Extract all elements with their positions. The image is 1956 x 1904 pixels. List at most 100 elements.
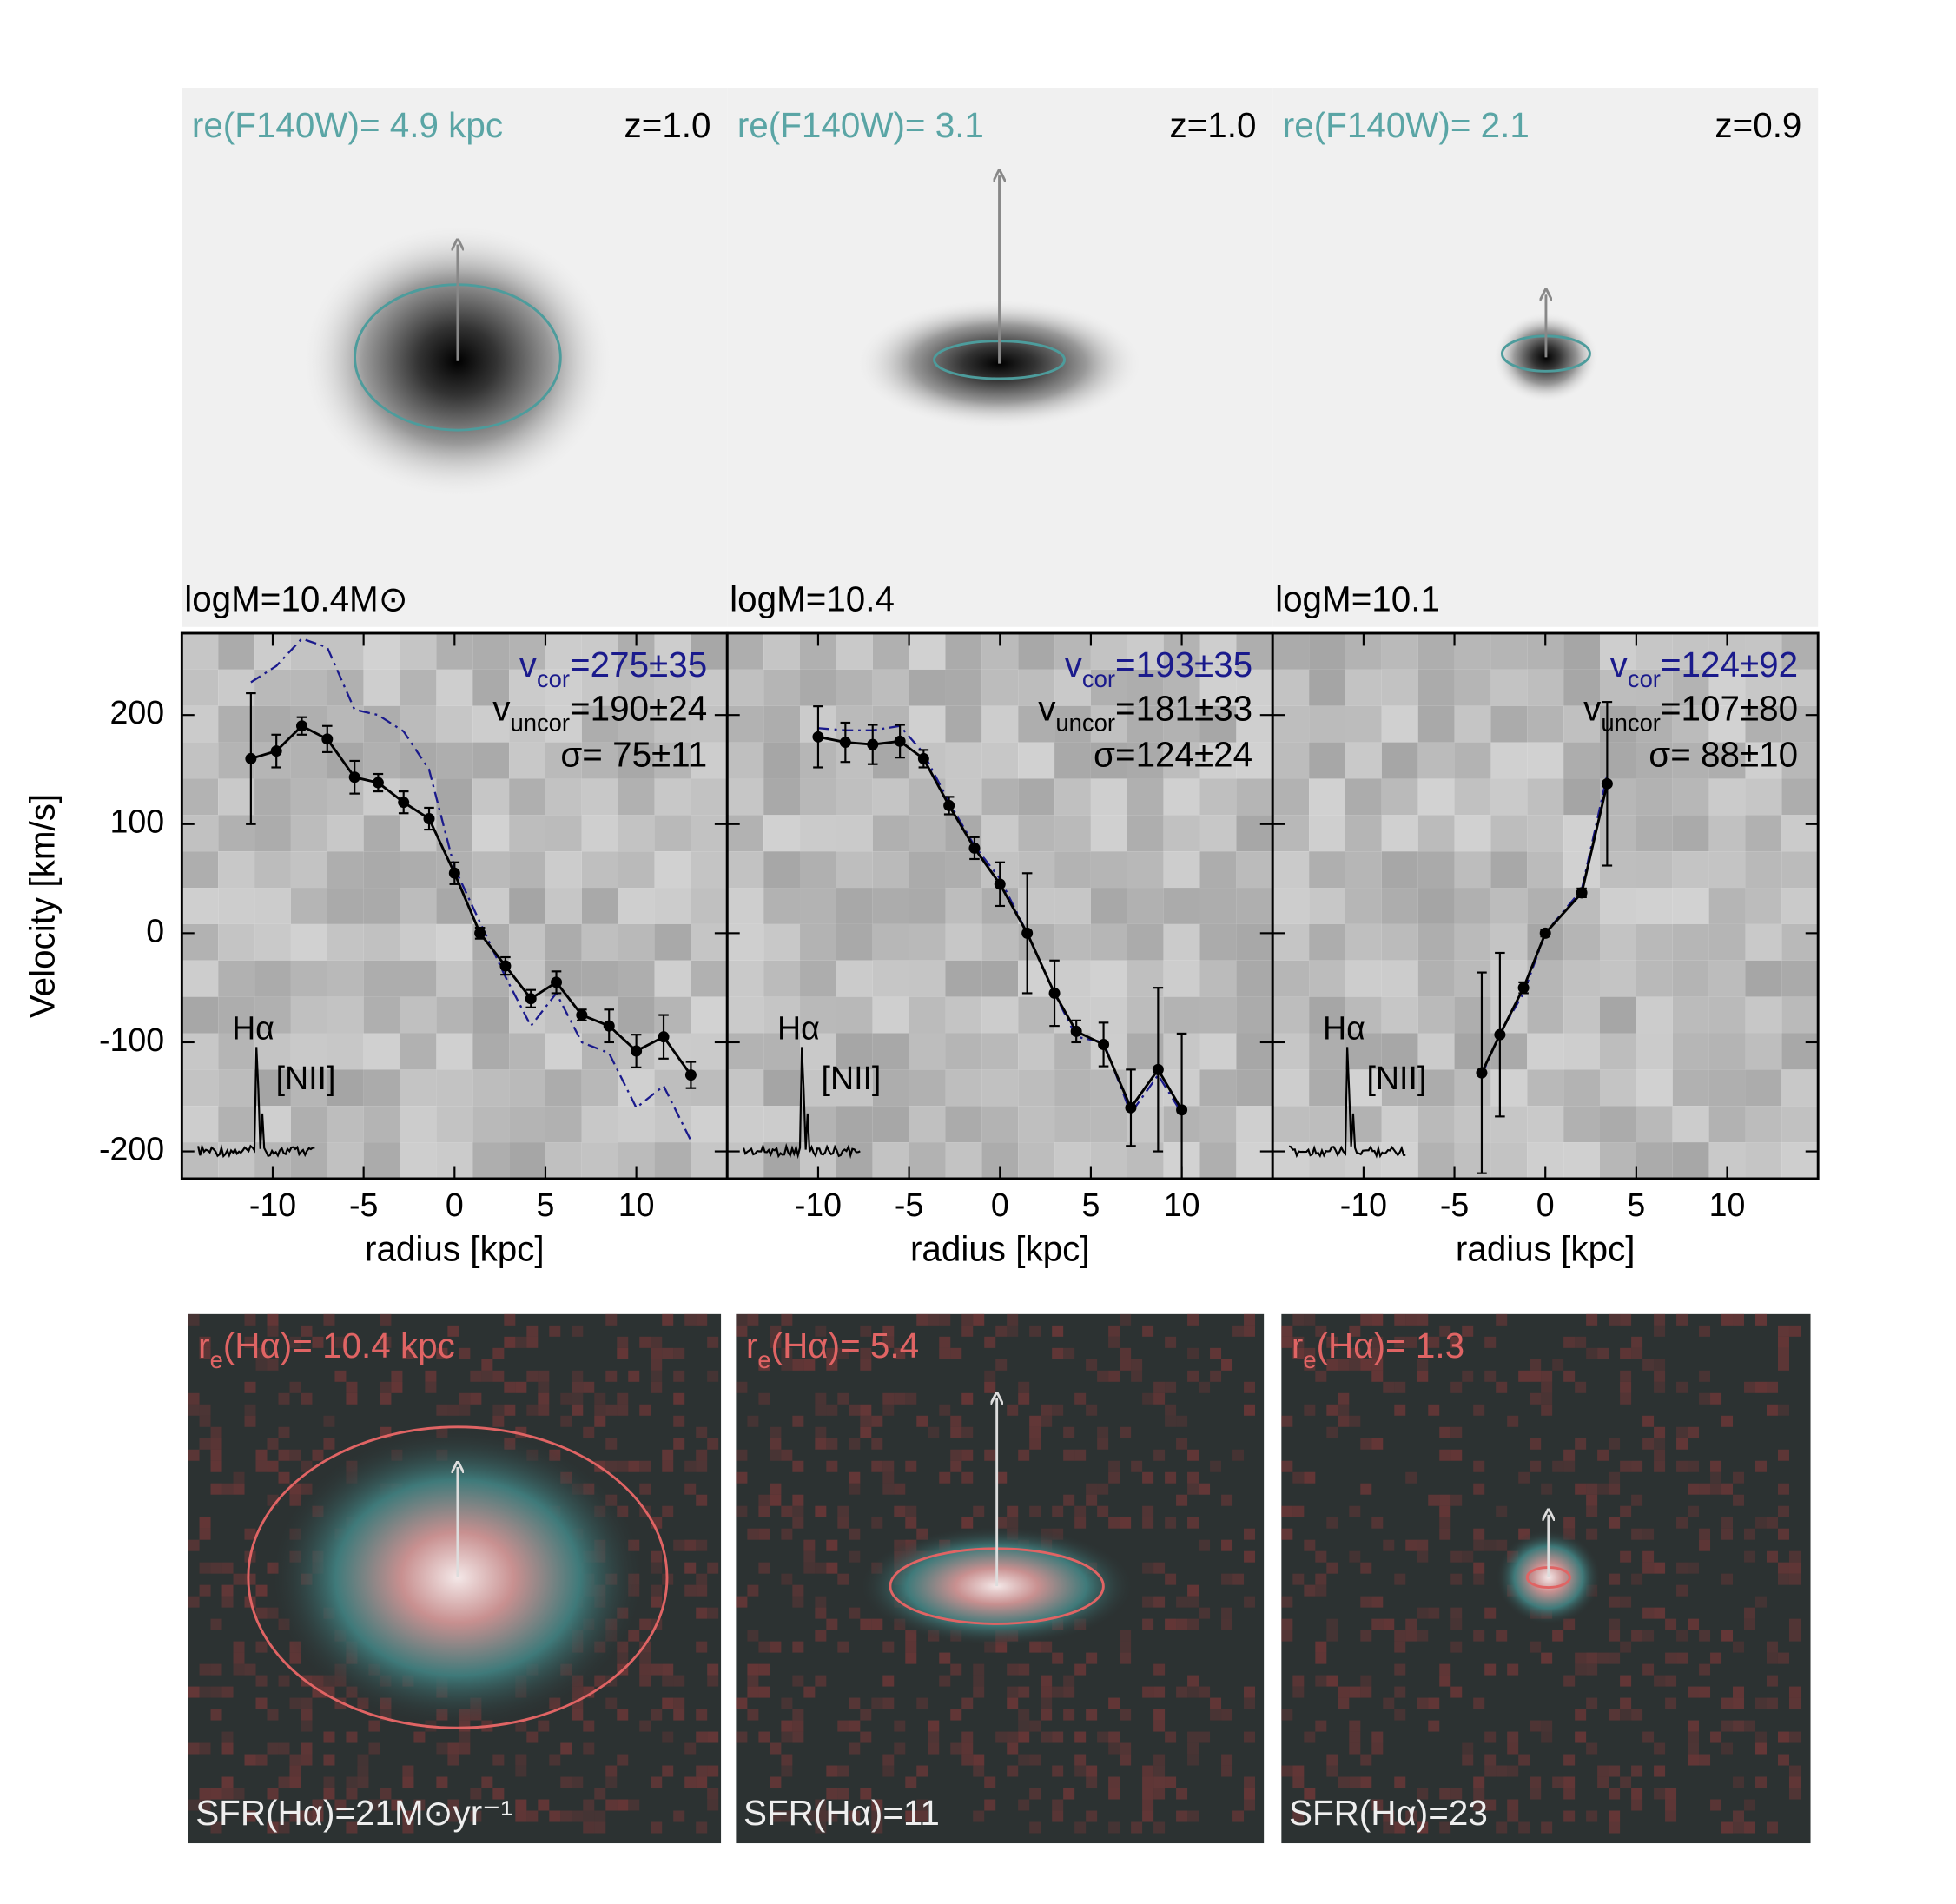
speckle [1654,1742,1666,1755]
pixel [218,1106,255,1143]
speckle [1450,1607,1463,1619]
speckle [1199,1731,1211,1743]
pixel [290,1106,327,1143]
pixel [1454,996,1491,1034]
speckle [1405,1313,1417,1326]
spectrum-inset [1288,1047,1406,1159]
pixel [1199,851,1237,889]
speckle [1688,1742,1700,1755]
speckle [1496,1630,1508,1642]
speckle [815,1799,827,1811]
speckle [515,1799,527,1811]
speckle [1473,1697,1485,1709]
pixel [218,1033,255,1070]
speckle [504,1404,516,1416]
pixel [436,888,473,924]
speckle [1699,1630,1711,1642]
speckle [188,1596,200,1608]
speckle [1165,1776,1177,1788]
pixel [1309,815,1345,852]
speckle [928,1742,940,1755]
speckle [950,1460,962,1472]
speckle [1326,1754,1338,1766]
speckle [1142,1686,1154,1698]
speckle [1221,1618,1233,1630]
speckle [916,1313,928,1326]
speckle [1586,1528,1598,1540]
speckle [662,1505,674,1517]
speckle [1326,1630,1338,1642]
speckle [515,1336,527,1348]
pixel [1672,815,1709,852]
pixel [1272,888,1310,924]
pixel [182,996,219,1034]
speckle [334,1336,347,1348]
pixel [836,923,873,961]
speckle [1383,1821,1395,1834]
pixel [1127,742,1164,779]
speckle [770,1776,782,1788]
pixel [1345,851,1382,889]
speckle [323,1788,335,1800]
pixel [872,669,909,706]
speckle [1281,1415,1293,1427]
pixel [1672,1069,1709,1107]
speckle [1665,1799,1677,1811]
speckle [278,1675,290,1687]
speckle [826,1404,838,1416]
pixel [1309,633,1345,670]
speckle [758,1359,770,1371]
speckle [1755,1742,1768,1755]
speckle [1620,1392,1632,1405]
pixel [654,778,691,816]
speckle [781,1347,793,1359]
pixel [1272,1106,1310,1143]
speckle [1187,1370,1199,1382]
data-point [867,738,879,750]
pixel [1236,1033,1273,1070]
speckle [278,1742,290,1755]
speckle [1699,1539,1711,1551]
speckle [860,1359,872,1371]
speckle [323,1754,335,1766]
speckle [1405,1630,1417,1642]
speckle [1405,1471,1417,1484]
speckle [447,1325,459,1337]
speckle [707,1663,719,1676]
pixel [1236,669,1273,706]
pixel [727,1106,764,1143]
pixel [218,1069,255,1107]
pixel [836,851,873,889]
speckle [1597,1765,1609,1777]
speckle [255,1675,268,1687]
speckle [1018,1731,1030,1743]
speckle [560,1392,572,1405]
speckle [1304,1359,1316,1371]
pixel [1490,705,1528,743]
speckle [278,1776,290,1788]
speckle [1484,1370,1497,1382]
pixel [872,742,909,779]
speckle [1074,1449,1087,1461]
speckle [244,1663,256,1676]
speckle [1210,1460,1222,1472]
pixel [1708,742,1746,779]
speckle [1120,1641,1132,1653]
speckle [1029,1720,1041,1732]
speckle [995,1325,1008,1337]
vuncor-label: vuncor=181±33 [1038,688,1252,736]
speckle [1767,1675,1778,1687]
speckle [1349,1415,1361,1427]
speckle [1439,1517,1451,1529]
pixel [290,778,327,816]
pixel [727,669,764,706]
speckle [973,1505,985,1517]
speckle [1292,1347,1305,1359]
speckle [1496,1505,1508,1517]
pixel [1527,778,1564,816]
pixel [654,851,691,889]
pixel [654,960,691,997]
speckle [459,1742,471,1755]
speckle [1187,1483,1199,1495]
speckle [1326,1618,1338,1630]
